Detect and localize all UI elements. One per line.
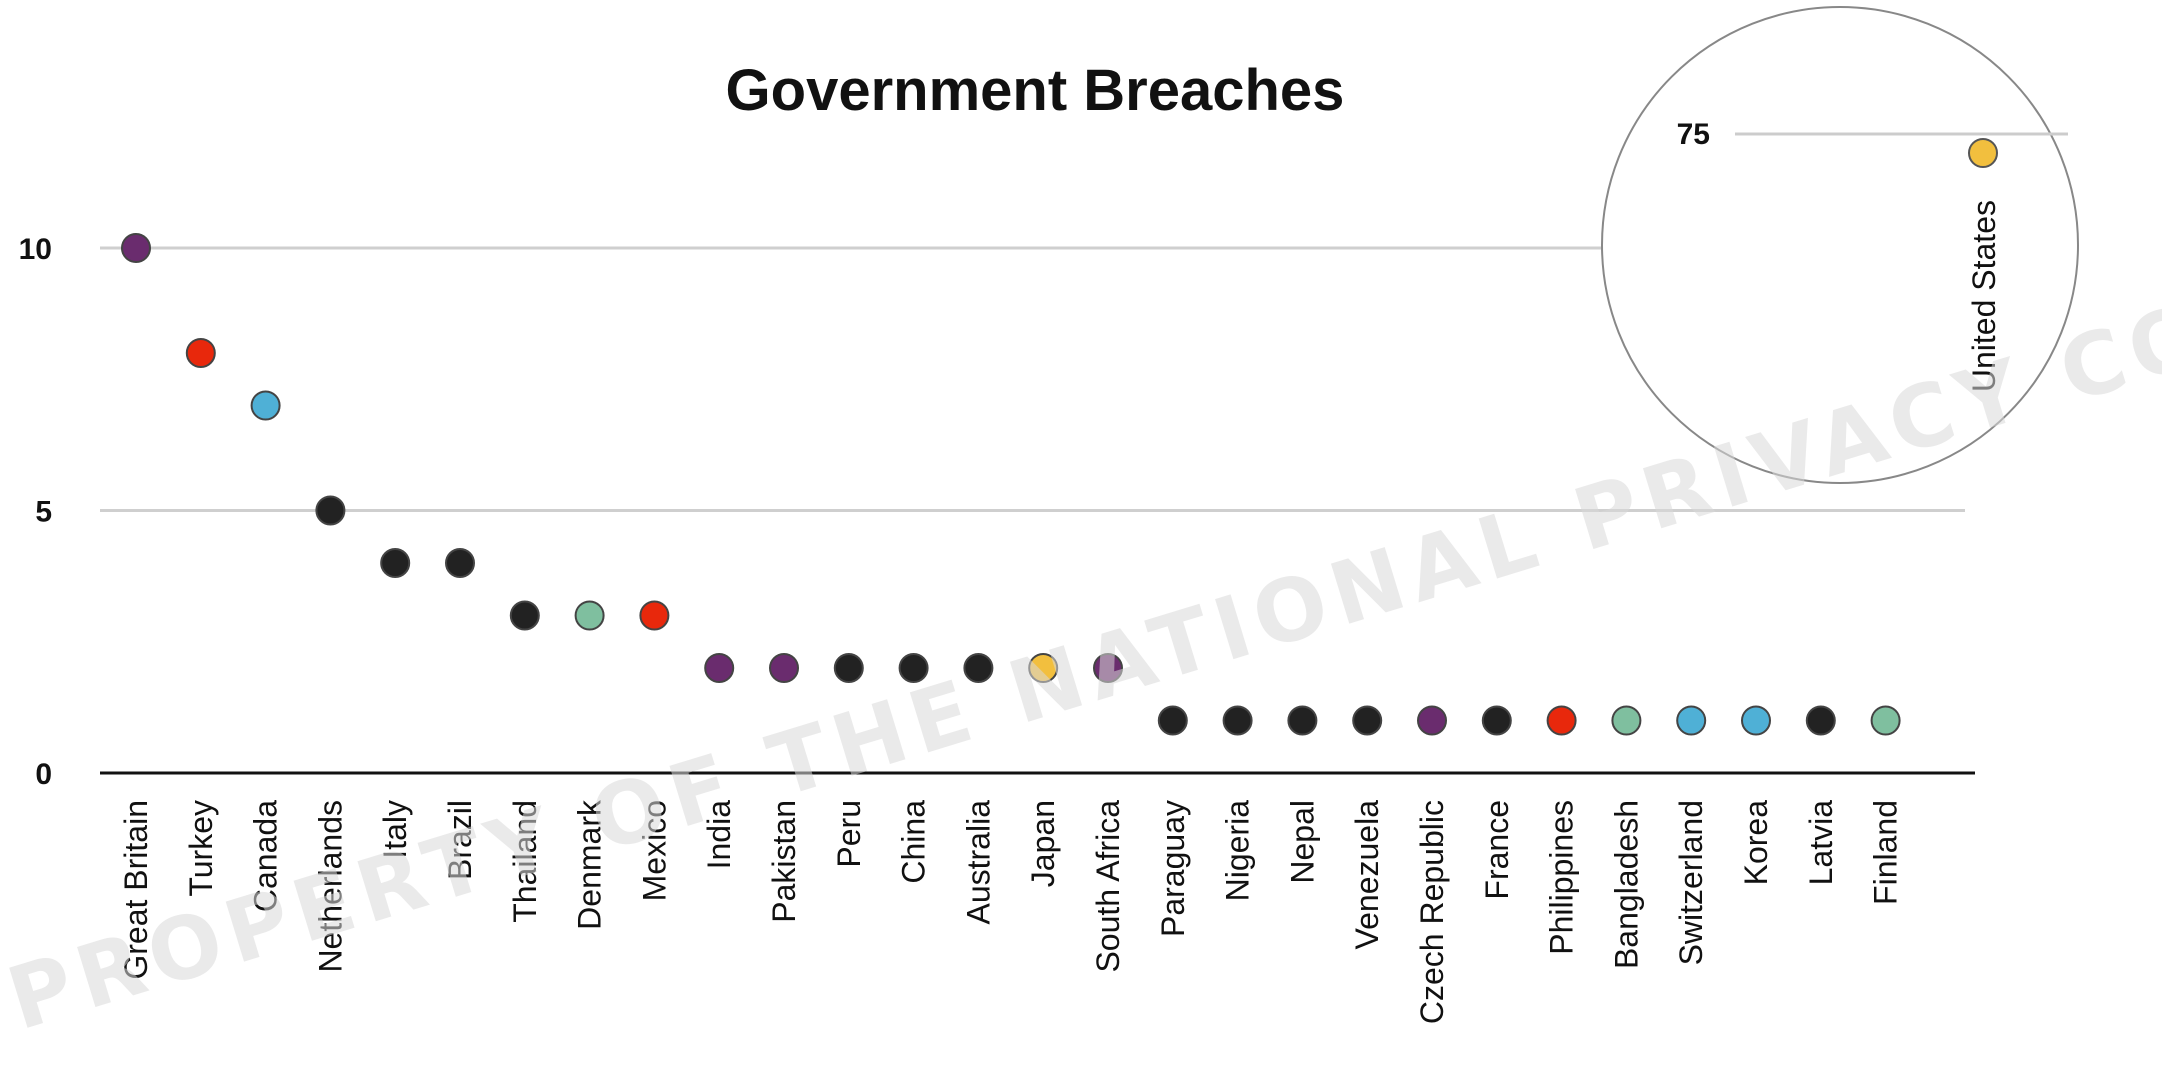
point-finland	[1870, 705, 1901, 736]
point-latvia	[1805, 705, 1836, 736]
point-turkey	[185, 338, 216, 368]
data-points	[121, 233, 1901, 736]
point-philippines	[1546, 705, 1577, 736]
inset-magnifier: 75 United States	[1601, 6, 2079, 484]
x-label-australia: Australia	[960, 800, 996, 925]
x-label-pakistan: Pakistan	[766, 800, 802, 923]
x-label-korea: Korea	[1738, 800, 1774, 886]
point-great-britain	[121, 233, 151, 263]
point-czech-republic	[1417, 705, 1447, 736]
chart-title: Government Breaches	[726, 58, 1345, 123]
point-nigeria	[1222, 705, 1253, 736]
y-tick-0: 0	[35, 758, 52, 791]
inset-tick-label: 75	[1677, 118, 1710, 151]
point-india	[704, 653, 735, 683]
x-label-italy: Italy	[377, 800, 413, 859]
point-france	[1481, 705, 1512, 736]
inset-x-label-united-states: United States	[1966, 200, 2002, 392]
x-label-bangladesh: Bangladesh	[1608, 800, 1644, 969]
x-label-brazil: Brazil	[442, 800, 478, 880]
point-italy	[380, 548, 411, 578]
point-venezuela	[1352, 705, 1383, 736]
x-label-venezuela: Venezuela	[1349, 800, 1385, 950]
point-switzerland	[1676, 705, 1707, 736]
point-denmark	[574, 600, 605, 631]
point-nepal	[1287, 705, 1318, 736]
point-mexico	[639, 600, 670, 631]
x-label-czech-republic: Czech Republic	[1414, 800, 1450, 1024]
y-tick-5: 5	[35, 496, 52, 529]
x-label-turkey: Turkey	[183, 800, 219, 897]
x-tick-labels: Great Britain Turkey Canada Netherlands Ital…	[118, 799, 1904, 1024]
point-brazil	[445, 548, 475, 578]
x-label-japan: Japan	[1025, 800, 1061, 887]
point-thailand	[509, 600, 540, 631]
point-pakistan	[769, 653, 799, 683]
point-canada	[250, 390, 281, 421]
x-label-philippines: Philippines	[1544, 800, 1580, 955]
point-japan	[1028, 653, 1059, 683]
inset-point-united-states	[1968, 138, 1998, 168]
x-label-peru: Peru	[831, 800, 867, 868]
point-paraguay	[1157, 705, 1188, 736]
x-label-nepal: Nepal	[1284, 800, 1320, 884]
x-label-thailand: Thailand	[507, 800, 543, 923]
x-label-south-africa: South Africa	[1090, 800, 1126, 973]
x-label-latvia: Latvia	[1803, 800, 1839, 886]
point-bangladesh	[1611, 705, 1642, 736]
point-peru	[833, 653, 864, 683]
inset-circle	[1601, 6, 2079, 484]
x-label-paraguay: Paraguay	[1155, 800, 1191, 937]
y-tick-labels: 0 5 10	[19, 233, 52, 791]
point-netherlands	[315, 495, 346, 526]
x-label-great-britain: Great Britain	[118, 800, 154, 980]
x-label-switzerland: Switzerland	[1673, 800, 1709, 965]
x-label-france: France	[1479, 800, 1515, 900]
point-china	[898, 653, 929, 683]
x-label-mexico: Mexico	[636, 800, 672, 901]
point-korea	[1741, 705, 1771, 736]
x-label-finland: Finland	[1868, 800, 1904, 905]
y-tick-10: 10	[19, 233, 52, 266]
point-south-africa	[1093, 653, 1123, 683]
x-label-netherlands: Netherlands	[312, 800, 348, 973]
point-australia	[963, 653, 994, 683]
x-label-nigeria: Nigeria	[1220, 800, 1256, 902]
x-label-denmark: Denmark	[572, 799, 608, 930]
x-label-china: China	[896, 800, 932, 884]
x-label-india: India	[701, 800, 737, 870]
x-label-canada: Canada	[248, 800, 284, 912]
